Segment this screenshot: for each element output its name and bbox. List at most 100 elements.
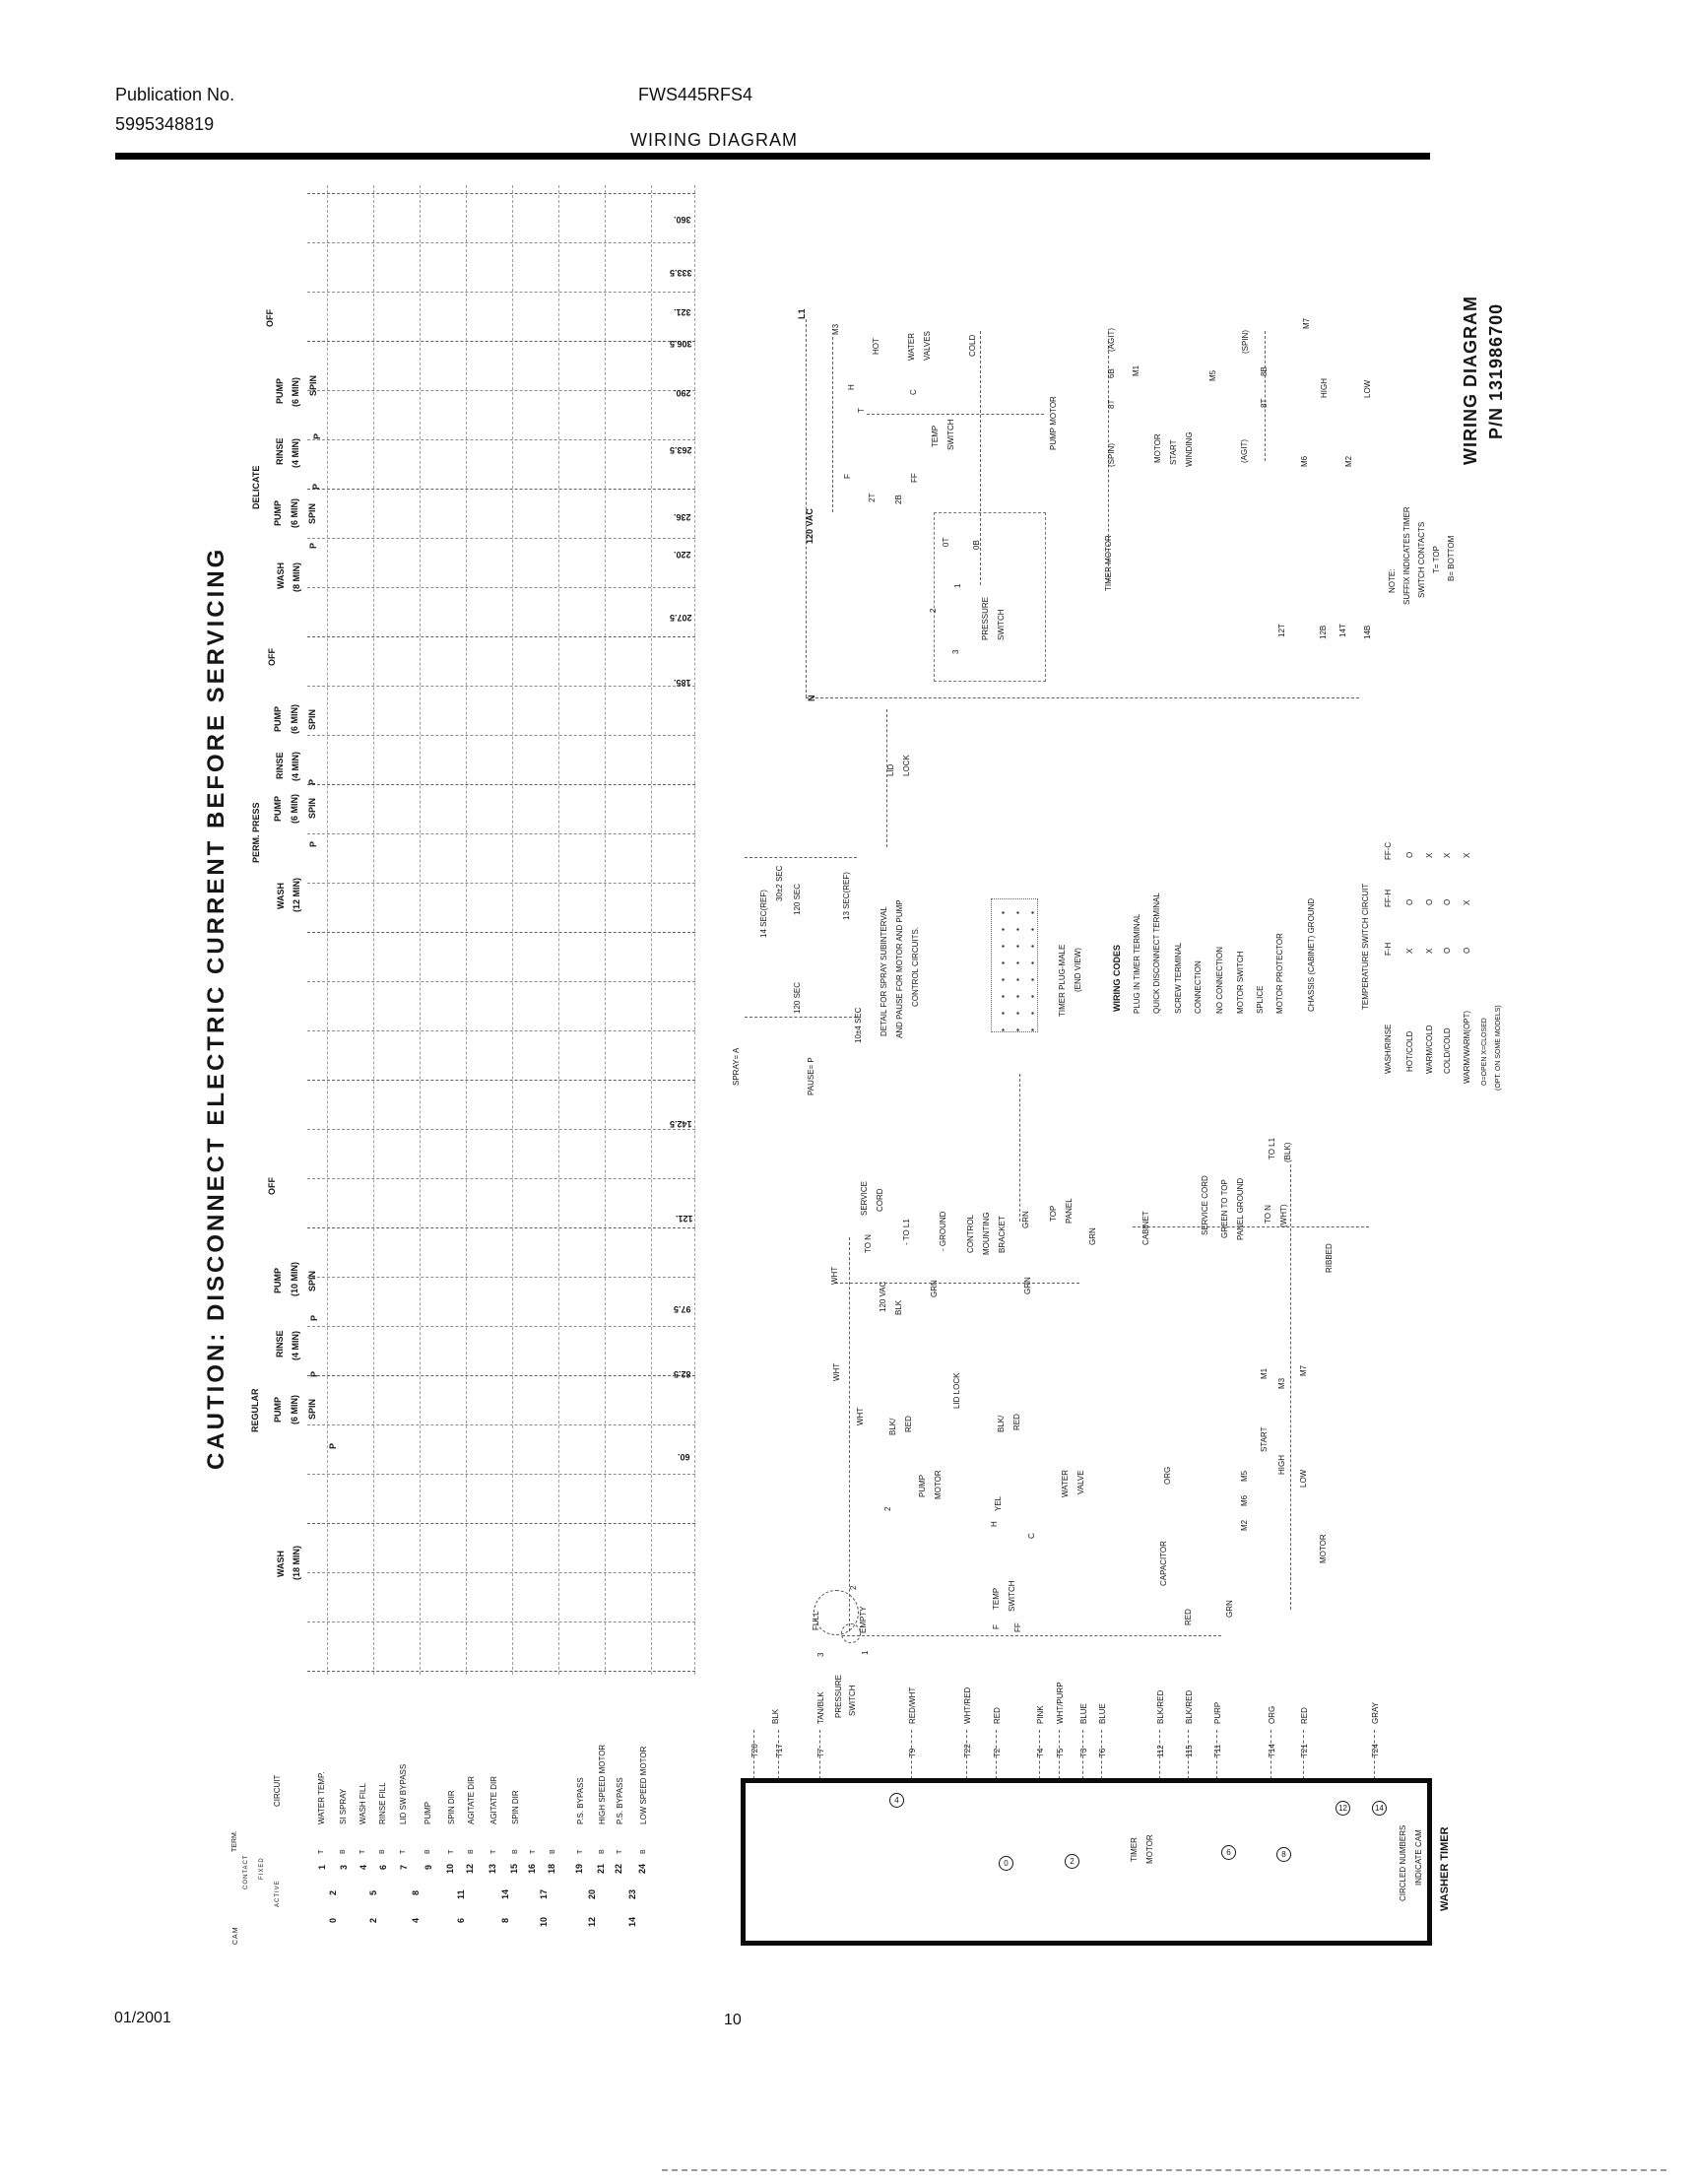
dash-line bbox=[307, 538, 695, 539]
term-table-header: ACTIVE bbox=[275, 1880, 281, 1907]
cam-number: 4 bbox=[411, 1917, 421, 1923]
winding-spin-2: (SPIN) bbox=[1241, 330, 1250, 354]
term-fixed: 21 bbox=[596, 1863, 606, 1874]
term-fixed: 7 bbox=[399, 1864, 409, 1870]
interval-30sec: 30±2 SEC bbox=[775, 865, 784, 901]
cycle-rinse-2-min: (4 MIN) bbox=[291, 752, 300, 781]
dash-line bbox=[806, 319, 807, 697]
term-active: 5 bbox=[368, 1889, 378, 1895]
dash-line bbox=[307, 1375, 695, 1376]
dash-line bbox=[307, 489, 695, 490]
temp-table-mark: X bbox=[1463, 899, 1471, 905]
cycle-pump-4-spin: SPIN bbox=[307, 797, 317, 819]
dash-line bbox=[307, 193, 695, 194]
contact-type: T bbox=[617, 1849, 623, 1854]
wire-grn: GRN bbox=[1021, 1211, 1030, 1228]
term-fixed: 22 bbox=[614, 1863, 623, 1874]
motor-start-2: START bbox=[1169, 439, 1178, 465]
cycle-pump-2: PUMP bbox=[273, 499, 283, 526]
dash-line bbox=[307, 981, 695, 982]
temp-table-row: COLD/COLD bbox=[1443, 1027, 1452, 1074]
cycle-pump-1: PUMP bbox=[275, 377, 285, 404]
temp-table-mark: O bbox=[1425, 898, 1434, 905]
page-title: WIRING DIAGRAM bbox=[630, 130, 798, 150]
wire-org: ORG bbox=[1163, 1466, 1172, 1485]
temp-table-mark: X bbox=[1425, 852, 1434, 858]
pause-marker: P bbox=[309, 1314, 319, 1321]
cam-circle: 8 bbox=[1276, 1847, 1291, 1862]
motor-label: MOTOR bbox=[1319, 1534, 1328, 1563]
dash-line bbox=[307, 1326, 695, 1327]
supply-120vac-2: 120 VAC bbox=[879, 1281, 887, 1312]
cycle-wash-2-min: (12 MIN) bbox=[292, 877, 301, 912]
circuit-label: WATER TEMP. bbox=[317, 1771, 326, 1825]
term-fixed: 6 bbox=[378, 1864, 388, 1870]
dash-line bbox=[373, 185, 374, 1675]
wiring-code-item: MOTOR SWITCH bbox=[1236, 951, 1245, 1014]
terminal-2t: 2T bbox=[868, 493, 877, 502]
side-title-line1: WIRING DIAGRAM bbox=[1461, 296, 1480, 465]
dash-line bbox=[307, 1523, 695, 1524]
wire-id: T21 bbox=[1300, 1744, 1309, 1757]
wiring-code-item: SCREW TERMINAL bbox=[1174, 942, 1183, 1014]
wire-id: T3 bbox=[1079, 1748, 1088, 1757]
circled-note-1: CIRCLED NUMBERS bbox=[1399, 1824, 1407, 1901]
wire-color: RED/WHT bbox=[908, 1687, 917, 1724]
control-bracket-2: MOUNTING bbox=[982, 1212, 991, 1255]
circuit-label: LID SW BYPASS bbox=[399, 1763, 408, 1824]
cycle-rinse-2: RINSE bbox=[275, 752, 285, 779]
pressure-switch-outline bbox=[934, 512, 1046, 682]
cycle-wash-2: WASH bbox=[276, 883, 286, 909]
lid-lock-label: LID LOCK bbox=[952, 1372, 961, 1409]
wire-grn: GRN bbox=[1088, 1227, 1097, 1245]
terminal-t: T bbox=[857, 408, 866, 413]
wire-id: T9 bbox=[908, 1748, 917, 1757]
cycle-off-1: OFF bbox=[265, 309, 275, 327]
temp-table-note: O=OPEN X=CLOSED bbox=[1481, 1018, 1488, 1086]
control-bracket-3: BRACKET bbox=[998, 1216, 1007, 1253]
wiring-code-item: QUICK DISCONNECT TERMINAL bbox=[1152, 893, 1161, 1014]
header-rule bbox=[115, 153, 1430, 160]
cycle-rinse-3-min: (4 MIN) bbox=[291, 1331, 300, 1360]
wire-id: T11 bbox=[1213, 1744, 1222, 1757]
pause-marker: P bbox=[328, 1442, 338, 1449]
circuit-label: LOW SPEED MOTOR bbox=[639, 1746, 648, 1824]
wire-blk-red-1b: RED bbox=[904, 1416, 913, 1432]
pressure-contact-2: 2 bbox=[929, 608, 938, 613]
pressure-switch-4: SWITCH bbox=[848, 1685, 857, 1716]
wire-wht: WHT bbox=[856, 1407, 865, 1425]
terminal-m1-2: M1 bbox=[1260, 1367, 1269, 1379]
circuit-label: PUMP bbox=[424, 1801, 432, 1824]
cycle-group-regular: REGULAR bbox=[250, 1388, 260, 1433]
terminal-m5: M5 bbox=[1208, 369, 1217, 381]
degree-label: 333.5 bbox=[670, 268, 692, 278]
circuit-label: SPIN DIR bbox=[447, 1790, 456, 1824]
cycle-rinse-1-min: (4 MIN) bbox=[291, 438, 300, 468]
control-bracket-1: CONTROL bbox=[966, 1214, 975, 1253]
pressure-switch-1: PRESSURE bbox=[981, 596, 990, 640]
terminal-c: C bbox=[909, 389, 918, 395]
pressure-switch-detail-circle-small bbox=[841, 1623, 861, 1643]
green-ground-2: PANEL GROUND bbox=[1236, 1177, 1245, 1240]
temp-table-title: TEMPERATURE SWITCH CIRCUIT bbox=[1361, 883, 1370, 1010]
dash-line bbox=[307, 1572, 695, 1573]
wire-id: 112 bbox=[1156, 1745, 1165, 1757]
circuit-label: P.S. BYPASS bbox=[616, 1777, 624, 1824]
pressure-contact-3: 3 bbox=[951, 649, 960, 654]
cam-number: 0 bbox=[328, 1917, 338, 1923]
terminal-m6-2: M6 bbox=[1240, 1494, 1249, 1506]
line-l1: L1 bbox=[797, 308, 807, 319]
dash-line bbox=[911, 1730, 912, 1779]
terminal-6b: 6B bbox=[1107, 368, 1116, 378]
green-ground-1: GREEN TO TOP bbox=[1220, 1179, 1229, 1238]
terminal-0b: 0B bbox=[972, 540, 981, 550]
wire-id: T6 bbox=[1098, 1748, 1107, 1757]
wire-yel: YEL bbox=[994, 1495, 1003, 1511]
contact-type: T bbox=[490, 1849, 497, 1854]
terminal-m1: M1 bbox=[1132, 364, 1140, 376]
circuit-label: RINSE FILL bbox=[378, 1782, 387, 1824]
cycle-pump-3-min: (6 MIN) bbox=[290, 704, 299, 734]
term-fixed: 1 bbox=[317, 1864, 327, 1870]
circuit-label: SI SPRAY bbox=[339, 1788, 348, 1824]
